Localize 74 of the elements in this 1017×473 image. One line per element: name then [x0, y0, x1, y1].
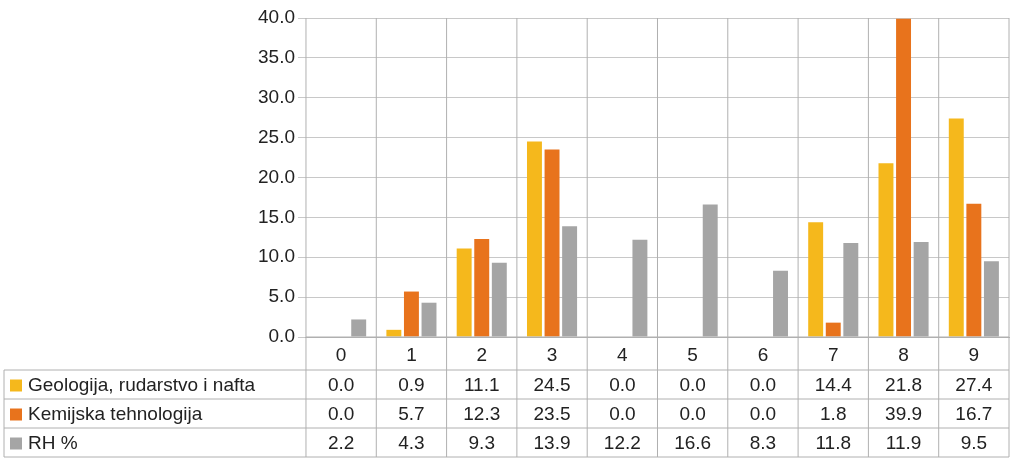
data-label: 0.0 — [749, 373, 777, 395]
data-label: 14.4 — [814, 373, 853, 395]
x-tick-label: 7 — [827, 343, 839, 365]
data-label: 4.3 — [398, 431, 425, 453]
data-label: 24.5 — [533, 373, 571, 395]
x-tick-label: 5 — [687, 343, 698, 365]
bar — [456, 248, 472, 337]
bar — [562, 226, 578, 337]
data-label: 0.0 — [327, 373, 355, 395]
data-label: 1.8 — [820, 402, 847, 424]
y-tick-label: 40.0 — [258, 6, 295, 28]
data-label: 0.0 — [327, 402, 355, 424]
bar — [825, 322, 841, 337]
data-label: 11.8 — [815, 431, 852, 453]
x-tick-label: 6 — [757, 343, 769, 365]
y-tick-label: 5.0 — [268, 285, 295, 307]
x-tick-label: 3 — [546, 343, 558, 365]
data-label: 8.3 — [749, 431, 777, 453]
bar — [773, 270, 788, 337]
data-label: 0.9 — [398, 373, 425, 395]
bar — [403, 291, 419, 337]
data-label: 9.3 — [468, 431, 495, 453]
bar — [474, 238, 490, 337]
x-tick-label: 0 — [335, 343, 347, 365]
data-label: 12.3 — [463, 402, 501, 424]
bar — [948, 118, 964, 337]
data-label: 9.5 — [960, 431, 988, 453]
bar — [491, 262, 507, 337]
x-tick-label: 2 — [476, 343, 488, 365]
bar — [386, 329, 402, 337]
data-label: 0.0 — [609, 373, 636, 395]
data-label: 16.7 — [955, 402, 993, 424]
y-tick-label: 25.0 — [258, 125, 295, 147]
bar — [702, 204, 718, 337]
y-tick-label: 10.0 — [258, 245, 295, 267]
data-label: 0.0 — [679, 373, 706, 395]
data-label: 12.2 — [603, 431, 641, 453]
bar — [983, 261, 999, 337]
data-label: 0.0 — [609, 402, 636, 424]
bar — [421, 302, 437, 337]
y-tick-label: 30.0 — [258, 85, 295, 107]
y-tick-label: 15.0 — [258, 205, 295, 227]
x-tick-label: 8 — [898, 343, 909, 365]
data-label: 23.5 — [533, 402, 571, 424]
data-label: 21.8 — [885, 373, 923, 395]
y-tick-label: 0.0 — [268, 325, 295, 347]
x-tick-label: 1 — [406, 343, 417, 365]
bar — [544, 149, 560, 337]
bar — [808, 222, 824, 337]
bar — [632, 239, 648, 337]
data-label: 16.6 — [674, 431, 712, 453]
legend-label: Kemijska tehnologija — [28, 402, 203, 424]
data-label: 0.0 — [679, 402, 706, 424]
data-label: 11.1 — [463, 373, 500, 395]
bar — [966, 203, 982, 337]
data-label: 13.9 — [533, 431, 571, 453]
data-label: 5.7 — [398, 402, 425, 424]
bar — [351, 319, 367, 337]
data-label: 39.9 — [885, 402, 923, 424]
bar — [913, 242, 929, 337]
legend-label: RH % — [28, 431, 78, 453]
legend-label: Geologija, rudarstvo i nafta — [28, 373, 256, 395]
y-tick-label: 35.0 — [258, 46, 295, 68]
data-label: 11.9 — [885, 431, 922, 453]
data-label: 2.2 — [327, 431, 355, 453]
x-tick-label: 4 — [617, 343, 629, 365]
bar — [896, 18, 912, 337]
data-label: 27.4 — [955, 373, 993, 395]
x-tick-label: 9 — [968, 343, 980, 365]
y-tick-label: 20.0 — [258, 165, 295, 187]
bar — [526, 141, 542, 337]
bar — [878, 163, 894, 337]
data-label: 0.0 — [749, 402, 777, 424]
bar — [843, 242, 859, 337]
